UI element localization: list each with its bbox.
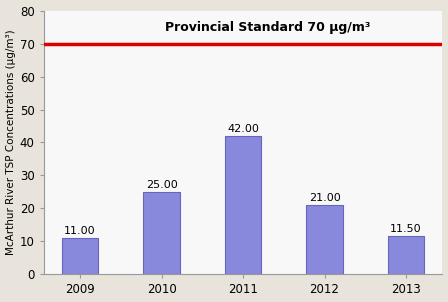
Text: 11.50: 11.50 xyxy=(390,224,422,234)
Bar xyxy=(62,238,99,275)
Text: 21.00: 21.00 xyxy=(309,193,340,203)
Bar xyxy=(388,236,424,275)
Text: 25.00: 25.00 xyxy=(146,180,177,190)
Text: Provincial Standard 70 μg/m³: Provincial Standard 70 μg/m³ xyxy=(165,21,370,34)
Y-axis label: McArthur River TSP Concentrations (μg/m³): McArthur River TSP Concentrations (μg/m³… xyxy=(5,30,16,255)
Bar xyxy=(143,192,180,275)
Bar xyxy=(306,205,343,275)
Bar xyxy=(225,136,261,275)
Text: 42.00: 42.00 xyxy=(227,124,259,133)
Text: 11.00: 11.00 xyxy=(64,226,96,236)
